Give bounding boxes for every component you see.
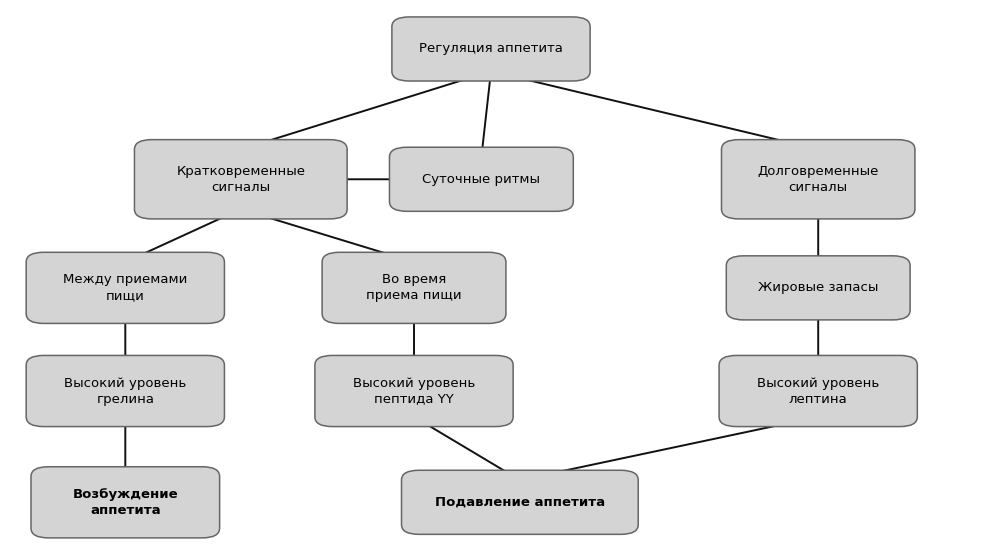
FancyBboxPatch shape	[27, 356, 225, 427]
Text: Кратковременные
сигналы: Кратковременные сигналы	[177, 165, 305, 194]
Text: Во время
приема пищи: Во время приема пищи	[366, 273, 462, 302]
FancyBboxPatch shape	[322, 252, 506, 324]
FancyBboxPatch shape	[719, 356, 917, 427]
Text: Возбуждение
аппетита: Возбуждение аппетита	[73, 488, 178, 517]
Text: Подавление аппетита: Подавление аппетита	[435, 496, 605, 509]
Text: Между приемами
пищи: Между приемами пищи	[63, 273, 188, 302]
Text: Высокий уровень
лептина: Высокий уровень лептина	[757, 377, 879, 406]
Text: Суточные ритмы: Суточные ритмы	[422, 173, 540, 186]
Text: Высокий уровень
грелина: Высокий уровень грелина	[64, 377, 187, 406]
Text: Жировые запасы: Жировые запасы	[758, 281, 878, 294]
Text: Высокий уровень
пептида YY: Высокий уровень пептида YY	[353, 377, 475, 406]
FancyBboxPatch shape	[135, 140, 347, 219]
FancyBboxPatch shape	[27, 252, 225, 324]
Text: Долговременные
сигналы: Долговременные сигналы	[757, 165, 879, 194]
FancyBboxPatch shape	[727, 256, 910, 320]
FancyBboxPatch shape	[402, 470, 638, 535]
FancyBboxPatch shape	[722, 140, 915, 219]
FancyBboxPatch shape	[390, 147, 573, 211]
FancyBboxPatch shape	[31, 467, 220, 538]
Text: Регуляция аппетита: Регуляция аппетита	[419, 43, 563, 55]
FancyBboxPatch shape	[392, 17, 590, 81]
FancyBboxPatch shape	[315, 356, 514, 427]
